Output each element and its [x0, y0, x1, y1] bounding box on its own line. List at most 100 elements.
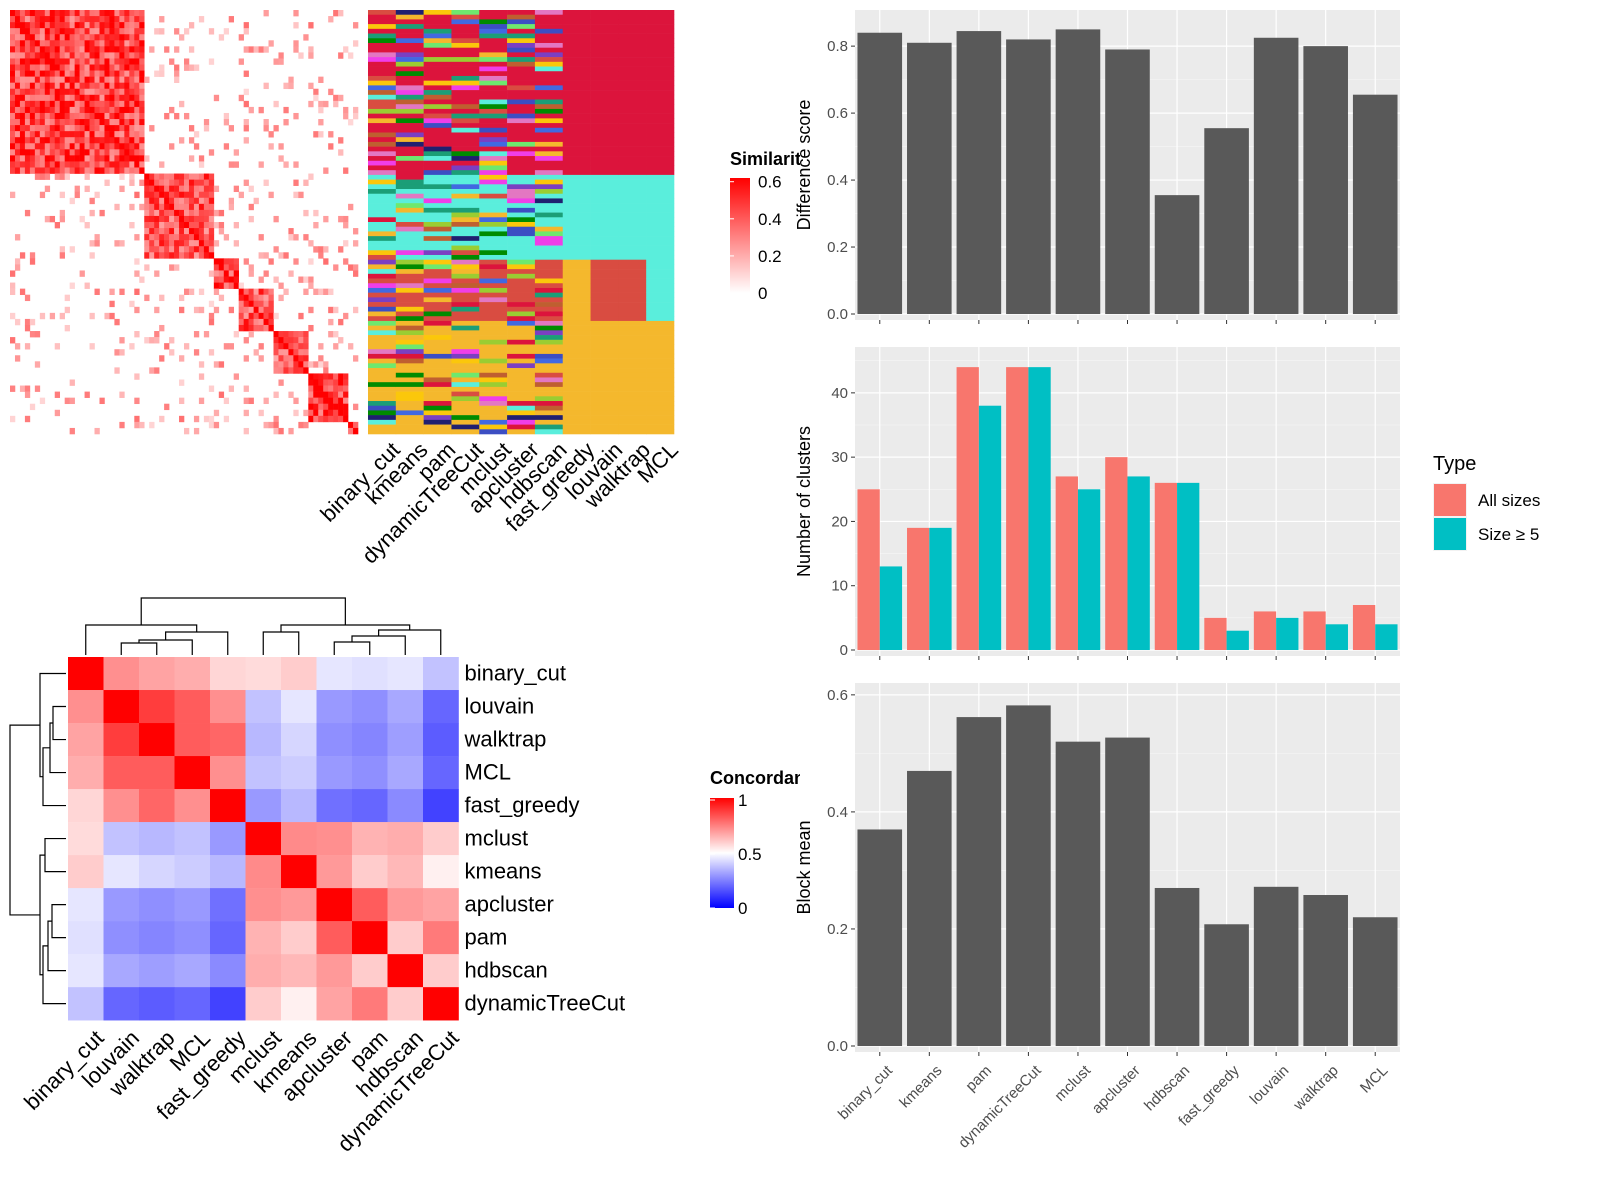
similarity-cell: [134, 40, 140, 47]
membership-cell: [618, 85, 647, 91]
similarity-cell: [139, 131, 145, 138]
similarity-cell: [114, 82, 120, 90]
membership-cell: [451, 320, 480, 326]
membership-cell: [423, 377, 452, 383]
membership-cell: [646, 61, 675, 67]
similarity-cell: [10, 76, 16, 83]
membership-cell: [562, 401, 591, 407]
membership-cell: [534, 94, 564, 100]
similarity-cell: [64, 34, 70, 41]
similarity-cell: [198, 246, 205, 253]
membership-cell: [590, 231, 619, 237]
membership-cell: [423, 85, 452, 91]
similarity-cell: [59, 106, 65, 114]
membership-cell: [562, 151, 591, 157]
similarity-cell: [139, 94, 145, 102]
membership-cell: [618, 24, 647, 30]
similarity-cell: [174, 222, 180, 229]
similarity-cell: [19, 167, 26, 174]
similarity-cell: [74, 149, 80, 156]
membership-cell: [451, 386, 480, 392]
membership-labels: binary_cutkmeanspamdynamicTreeCutmclusta…: [315, 437, 683, 568]
concordance-cell: [103, 789, 140, 823]
similarity-cell: [19, 137, 26, 144]
membership-cell: [368, 57, 397, 63]
membership-cell: [507, 160, 536, 166]
membership-cell: [562, 118, 591, 124]
membership-cell: [479, 306, 508, 312]
concordance-cell: [68, 954, 104, 988]
similarity-cell: [69, 143, 75, 150]
similarity-cell: [188, 22, 195, 29]
membership-cell: [479, 283, 508, 289]
membership-cell: [646, 66, 675, 72]
concordance-matrix: [68, 657, 459, 1021]
similarity-cell: [243, 312, 249, 320]
membership-cell: [590, 236, 619, 242]
similarity-cell: [19, 76, 26, 83]
similarity-cell: [283, 252, 289, 259]
similarity-cell: [203, 179, 210, 186]
similarity-cell: [19, 40, 26, 47]
membership-cell: [618, 344, 647, 350]
membership-cell: [479, 424, 508, 430]
x-tick-label: dynamicTreeCut: [955, 1062, 1045, 1152]
similarity-cell: [238, 34, 244, 41]
membership-cell: [618, 292, 647, 298]
similarity-cell: [134, 258, 140, 265]
similarity-cell: [39, 173, 46, 180]
concordance-cell: [103, 657, 140, 691]
similarity-cell: [159, 64, 165, 71]
similarity-cell: [218, 258, 225, 265]
similarity-cell: [99, 58, 105, 65]
dendrogram-link: [51, 904, 66, 939]
concordance-cell: [174, 690, 211, 724]
similarity-cell: [193, 179, 200, 186]
membership-cell: [618, 104, 647, 110]
similarity-cell: [84, 173, 90, 180]
membership-cell: [479, 151, 508, 157]
similarity-cell: [213, 276, 220, 283]
similarity-cell: [89, 100, 95, 108]
membership-cell: [423, 353, 452, 359]
membership-cell: [395, 24, 424, 30]
similarity-cell: [69, 427, 75, 435]
membership-cell: [423, 94, 452, 100]
membership-cell: [562, 28, 591, 34]
y-tick-label: 0.8: [827, 38, 848, 55]
membership-cell: [618, 236, 647, 242]
membership-cell: [590, 24, 619, 30]
membership-cell: [590, 14, 619, 20]
similarity-cell: [49, 22, 56, 29]
similarity-cell: [119, 34, 125, 41]
similarity-cell: [293, 343, 299, 350]
membership-cell: [646, 203, 675, 209]
similarity-cell: [139, 125, 145, 132]
similarity-cell: [10, 112, 16, 120]
similarity-cell: [134, 397, 140, 405]
membership-cell: [368, 302, 397, 308]
similarity-cell: [164, 173, 170, 180]
concordance-cell: [174, 822, 211, 856]
similarity-cell: [10, 337, 16, 344]
similarity-cell: [313, 403, 319, 411]
similarity-cell: [114, 58, 120, 65]
membership-cell: [618, 146, 647, 152]
similarity-cell: [193, 64, 200, 71]
similarity-cell: [293, 40, 299, 47]
membership-cell: [646, 94, 675, 100]
concordance-cell: [281, 921, 317, 955]
bar-all-sizes: [1204, 617, 1227, 650]
membership-cell: [562, 61, 591, 67]
membership-cell: [562, 339, 591, 345]
membership-cell: [368, 42, 397, 48]
concordance-cell: [423, 855, 459, 889]
dendrogram-link: [42, 747, 66, 807]
similarity-cell: [328, 385, 334, 392]
similarity-cell: [268, 288, 274, 295]
membership-cell: [423, 287, 452, 293]
similarity-cell: [29, 258, 36, 265]
similarity-cell: [59, 215, 65, 223]
membership-cell: [562, 306, 591, 312]
similarity-cell: [188, 125, 195, 132]
